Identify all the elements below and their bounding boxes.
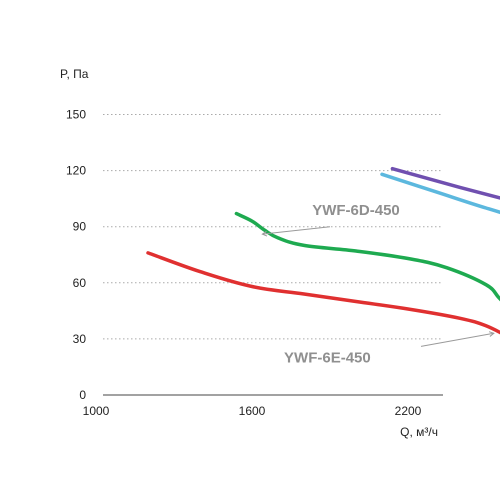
series-line-ywf-6d-450	[234, 211, 500, 302]
y-tick-label: 120	[66, 164, 86, 178]
x-tick-label: 1000	[83, 404, 110, 418]
pointer-arrow-ywf-6d-450	[261, 230, 268, 237]
y-tick-label: 60	[73, 276, 87, 290]
y-tick-label: 90	[73, 220, 87, 234]
series-layer	[146, 166, 500, 335]
y-tick-label: 30	[73, 332, 87, 346]
pointer-line-ywf-6e-450	[420, 332, 494, 347]
tick-layer: 0306090120150100016002200280034004000460…	[66, 108, 422, 419]
y-tick-label: 0	[79, 388, 86, 402]
y-axis-label: P, Па	[60, 67, 89, 81]
x-tick-label: 2200	[395, 404, 422, 418]
x-tick-label: 1600	[239, 404, 266, 418]
grid-layer	[103, 114, 443, 340]
x-axis-label: Q, м³/ч	[400, 425, 438, 439]
pointer-layer	[261, 226, 495, 347]
pointer-line-ywf-6d-450	[262, 226, 331, 235]
series-line-ywf-6e-450	[146, 251, 500, 335]
series-label-ywf-6e-450: YWF-6E-450	[284, 350, 371, 367]
y-tick-label: 150	[66, 108, 86, 122]
series-label-ywf-6d-450: YWF-6D-450	[312, 202, 400, 219]
series-line-ywf-4e-450	[390, 166, 500, 200]
pointer-arrow-ywf-6e-450	[488, 331, 495, 337]
